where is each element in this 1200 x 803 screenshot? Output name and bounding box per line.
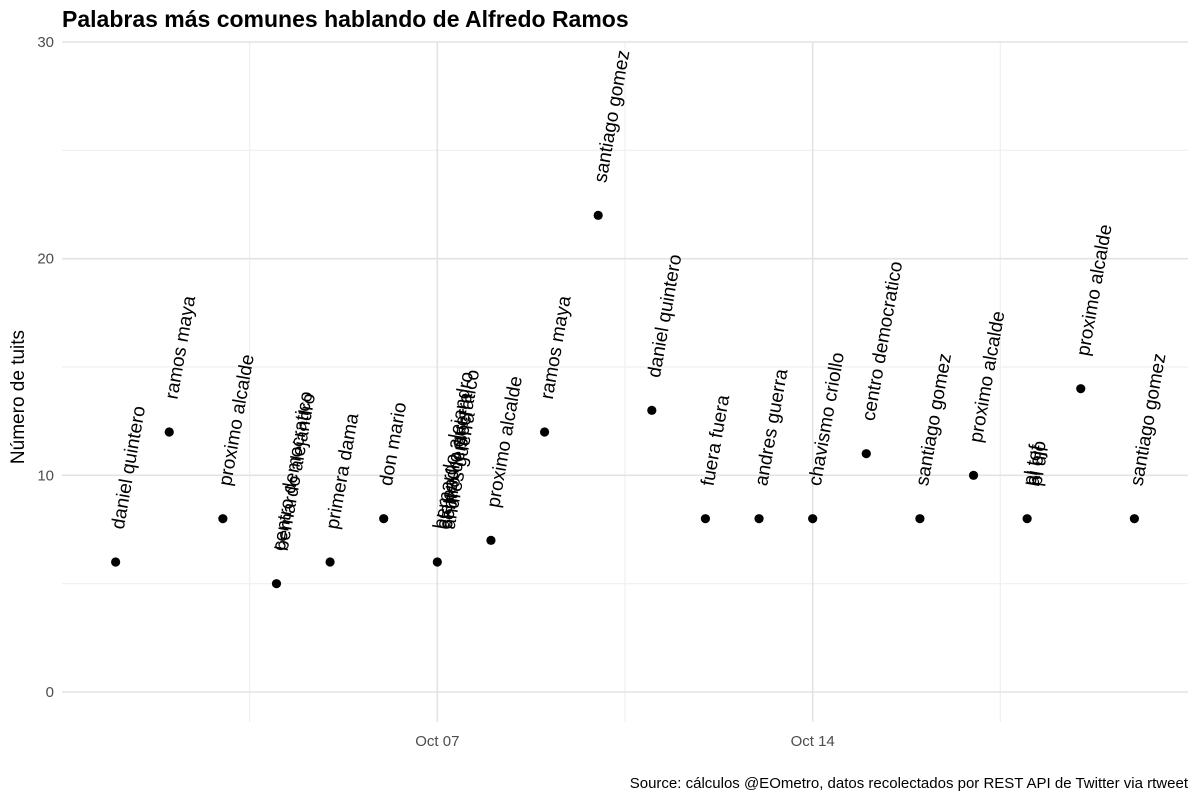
data-point — [111, 557, 121, 567]
data-point — [968, 470, 979, 480]
chart-caption: Source: cálculos @EOmetro, datos recolec… — [630, 775, 1189, 792]
chart-title: Palabras más comunes hablando de Alfredo… — [62, 6, 629, 32]
x-tick-label: Oct 07 — [415, 733, 459, 750]
data-point — [271, 579, 282, 589]
data-point — [164, 427, 174, 437]
data-point — [647, 405, 657, 415]
y-tick-label: 0 — [46, 684, 54, 701]
data-point — [486, 535, 496, 545]
data-point — [861, 449, 871, 459]
data-points — [111, 210, 1139, 589]
y-axis-label: Número de tuits — [8, 330, 29, 464]
data-point — [432, 557, 442, 567]
grid — [62, 41, 1188, 722]
data-point — [379, 514, 389, 524]
data-point — [700, 514, 711, 524]
data-point — [593, 210, 603, 220]
y-tick-label: 10 — [37, 467, 54, 484]
data-point — [325, 557, 335, 567]
data-point — [1129, 514, 1139, 524]
y-tick-label: 30 — [37, 34, 54, 51]
y-tick-labels: 0 10 20 30 — [37, 34, 54, 701]
data-point — [808, 514, 818, 524]
y-tick-label: 20 — [37, 251, 54, 268]
data-point — [539, 427, 550, 437]
x-tick-labels: Oct 07 Oct 14 — [415, 733, 835, 750]
data-point — [218, 514, 228, 524]
data-point — [754, 514, 764, 524]
data-point — [1022, 514, 1032, 524]
x-tick-label: Oct 14 — [791, 733, 835, 750]
data-point — [1076, 384, 1086, 394]
data-point — [915, 514, 925, 524]
